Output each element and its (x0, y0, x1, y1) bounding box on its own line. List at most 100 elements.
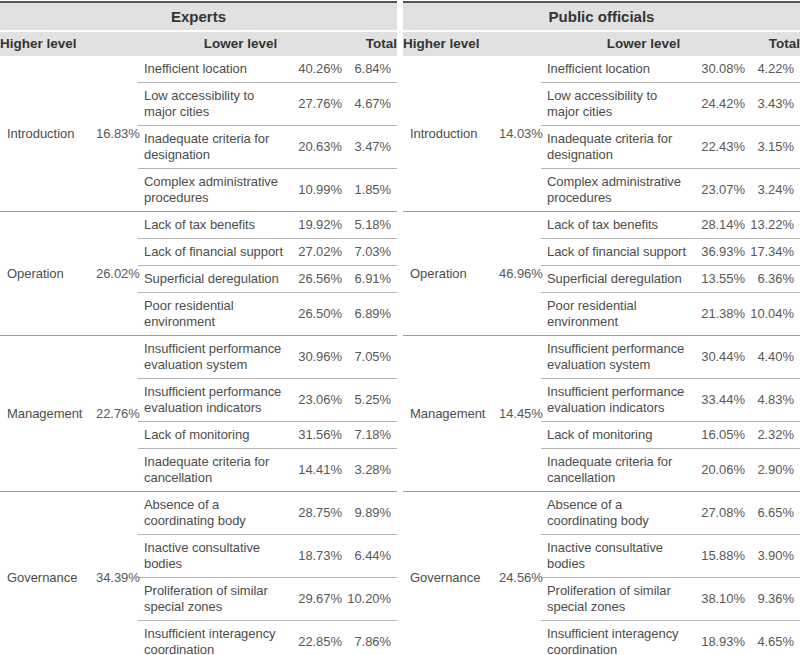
lower-level-label: Proliferation of similar special zones (541, 578, 695, 621)
total-weight-value: 6.89% (343, 293, 397, 336)
lower-level-label: Insufficient performance evaluation syst… (138, 336, 292, 379)
local-weight-value: 28.14% (695, 212, 746, 239)
higher-level-weight: 14.45% (499, 336, 541, 492)
col-header-higher-level: Higher level (403, 31, 541, 56)
lower-level-label: Inefficient location (138, 56, 292, 83)
total-weight-value: 4.65% (746, 621, 800, 655)
lower-level-label: Insufficient performance evaluation syst… (541, 336, 695, 379)
lower-level-label: Poor residential environment (138, 293, 292, 336)
higher-level-label: Operation (403, 212, 499, 336)
total-weight-value: 9.89% (343, 492, 397, 535)
local-weight-value: 36.93% (695, 239, 746, 266)
local-weight-value: 27.08% (695, 492, 746, 535)
experts-table: Experts Higher level Lower level Total I… (0, 1, 397, 655)
higher-level-label: Governance (0, 492, 96, 655)
higher-level-label: Operation (0, 212, 96, 336)
total-weight-value: 3.28% (343, 449, 397, 492)
lower-level-label: Lack of financial support (138, 239, 292, 266)
lower-level-label: Insufficient performance evaluation indi… (138, 379, 292, 422)
higher-level-label: Governance (403, 492, 499, 655)
higher-level-weight: 26.02% (96, 212, 138, 336)
table-row: Management22.76%Insufficient performance… (0, 336, 397, 379)
two-panel-table-figure: Experts Higher level Lower level Total I… (0, 0, 800, 655)
total-weight-value: 6.65% (746, 492, 800, 535)
higher-level-label: Introduction (0, 56, 96, 212)
local-weight-value: 19.92% (292, 212, 343, 239)
total-weight-value: 5.18% (343, 212, 397, 239)
total-weight-value: 7.05% (343, 336, 397, 379)
lower-level-label: Superficial deregulation (138, 266, 292, 293)
local-weight-value: 22.85% (292, 621, 343, 655)
total-weight-value: 17.34% (746, 239, 800, 266)
local-weight-value: 27.02% (292, 239, 343, 266)
lower-level-label: Complex administrative procedures (138, 169, 292, 212)
table-row: Introduction14.03%Inefficient location30… (403, 56, 800, 83)
local-weight-value: 13.55% (695, 266, 746, 293)
higher-level-weight: 14.03% (499, 56, 541, 212)
local-weight-value: 38.10% (695, 578, 746, 621)
lower-level-label: Insufficient performance evaluation indi… (541, 379, 695, 422)
local-weight-value: 20.63% (292, 126, 343, 169)
total-weight-value: 4.67% (343, 83, 397, 126)
local-weight-value: 14.41% (292, 449, 343, 492)
local-weight-value: 33.44% (695, 379, 746, 422)
local-weight-value: 16.05% (695, 422, 746, 449)
col-header-lower-level: Lower level (138, 31, 343, 56)
local-weight-value: 40.26% (292, 56, 343, 83)
total-weight-value: 6.44% (343, 535, 397, 578)
col-header-total: Total (746, 31, 800, 56)
total-weight-value: 4.22% (746, 56, 800, 83)
lower-level-label: Inadequate criteria for designation (138, 126, 292, 169)
total-weight-value: 7.18% (343, 422, 397, 449)
lower-level-label: Insufficient interagency coordination (541, 621, 695, 655)
total-weight-value: 6.91% (343, 266, 397, 293)
lower-level-label: Absence of a coordinating body (138, 492, 292, 535)
total-weight-value: 3.90% (746, 535, 800, 578)
local-weight-value: 20.06% (695, 449, 746, 492)
table-row: Operation46.96%Lack of tax benefits28.14… (403, 212, 800, 239)
higher-level-label: Management (0, 336, 96, 492)
higher-level-label: Introduction (403, 56, 499, 212)
lower-level-label: Lack of financial support (541, 239, 695, 266)
lower-level-label: Lack of monitoring (541, 422, 695, 449)
public-officials-panel: Public officials Higher level Lower leve… (403, 1, 800, 655)
total-weight-value: 3.47% (343, 126, 397, 169)
higher-level-weight: 46.96% (499, 212, 541, 336)
local-weight-value: 21.38% (695, 293, 746, 336)
local-weight-value: 15.88% (695, 535, 746, 578)
lower-level-label: Inefficient location (541, 56, 695, 83)
lower-level-label: Absence of a coordinating body (541, 492, 695, 535)
local-weight-value: 28.75% (292, 492, 343, 535)
higher-level-label: Management (403, 336, 499, 492)
total-weight-value: 6.84% (343, 56, 397, 83)
total-weight-value: 10.04% (746, 293, 800, 336)
total-weight-value: 10.20% (343, 578, 397, 621)
total-weight-value: 13.22% (746, 212, 800, 239)
total-weight-value: 7.86% (343, 621, 397, 655)
table-title: Public officials (403, 2, 800, 31)
local-weight-value: 29.67% (292, 578, 343, 621)
total-weight-value: 5.25% (343, 379, 397, 422)
lower-level-label: Lack of tax benefits (541, 212, 695, 239)
col-header-lower-level: Lower level (541, 31, 746, 56)
table-title: Experts (0, 2, 397, 31)
higher-level-weight: 16.83% (96, 56, 138, 212)
col-header-higher-level: Higher level (0, 31, 138, 56)
total-weight-value: 3.24% (746, 169, 800, 212)
table-row: Governance34.39%Absence of a coordinatin… (0, 492, 397, 535)
local-weight-value: 10.99% (292, 169, 343, 212)
total-weight-value: 3.15% (746, 126, 800, 169)
local-weight-value: 30.44% (695, 336, 746, 379)
total-weight-value: 1.85% (343, 169, 397, 212)
lower-level-label: Insufficient interagency coordination (138, 621, 292, 655)
lower-level-label: Inactive consultative bodies (541, 535, 695, 578)
local-weight-value: 26.56% (292, 266, 343, 293)
local-weight-value: 30.08% (695, 56, 746, 83)
table-row: Operation26.02%Lack of tax benefits19.92… (0, 212, 397, 239)
lower-level-label: Low accessibility to major cities (138, 83, 292, 126)
total-weight-value: 4.83% (746, 379, 800, 422)
lower-level-label: Inadequate criteria for designation (541, 126, 695, 169)
lower-level-label: Inadequate criteria for cancellation (541, 449, 695, 492)
total-weight-value: 9.36% (746, 578, 800, 621)
table-row: Introduction16.83%Inefficient location40… (0, 56, 397, 83)
